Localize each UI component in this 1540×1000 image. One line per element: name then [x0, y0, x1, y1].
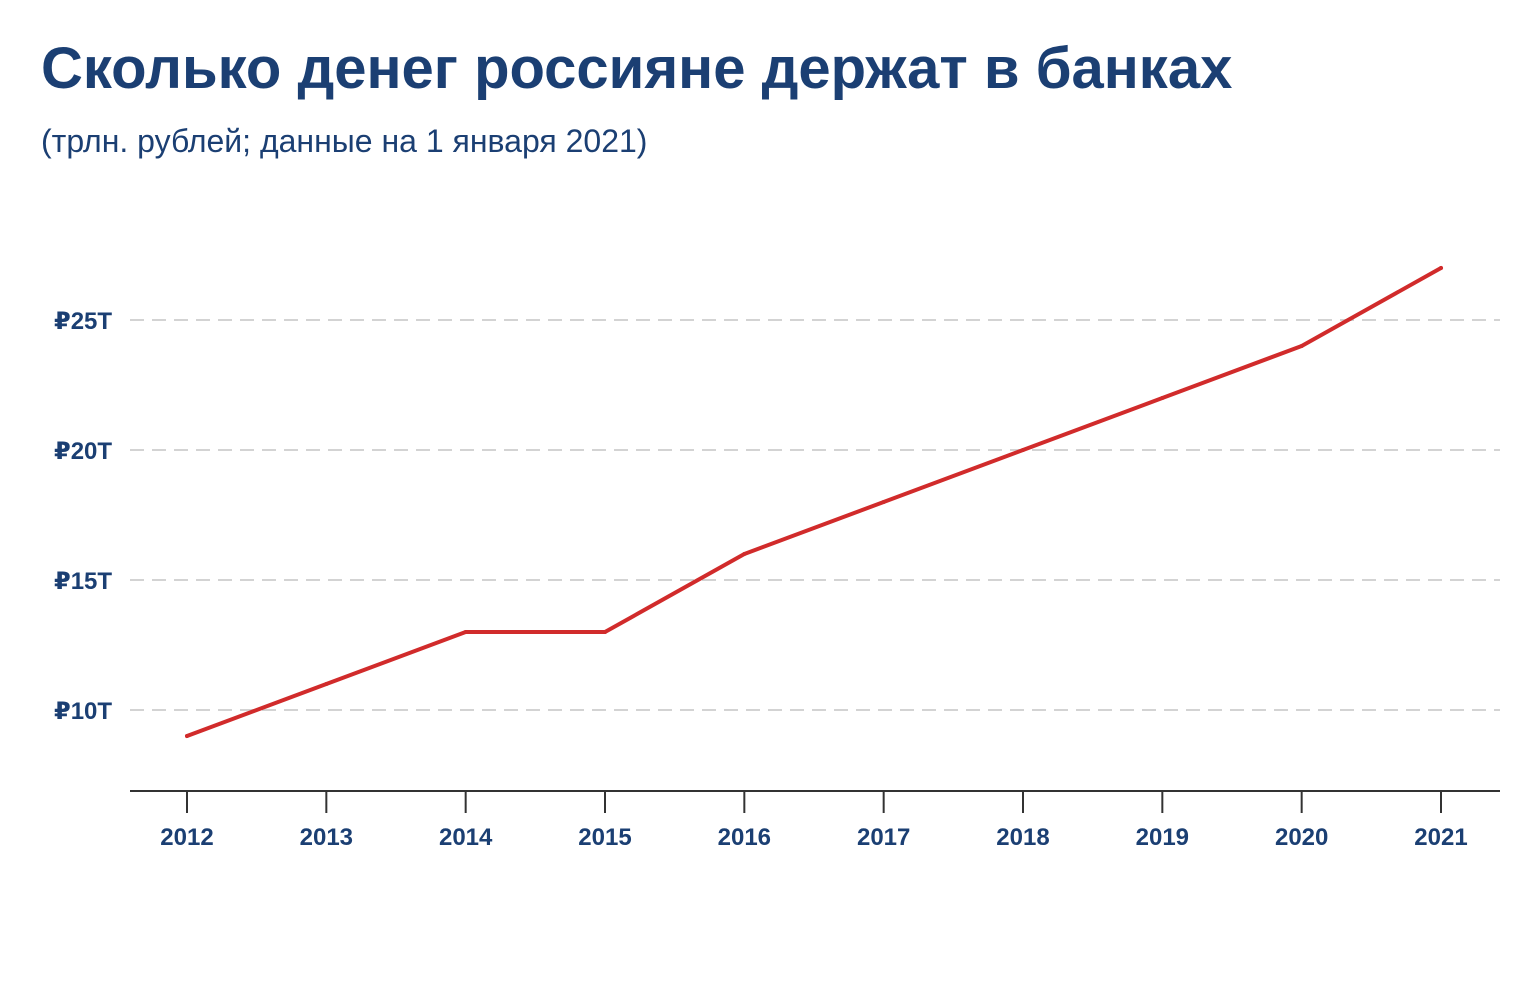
- x-tick-label: 2019: [1136, 824, 1189, 851]
- series-line: [185, 266, 1443, 738]
- y-tick-label: ₽20T: [54, 438, 112, 465]
- x-tick-label: 2021: [1414, 824, 1467, 851]
- y-axis: ₽10T ₽15T ₽20T ₽25T: [54, 308, 112, 725]
- data-point: [1439, 266, 1443, 270]
- data-point: [463, 630, 468, 634]
- data-point: [1021, 448, 1025, 452]
- data-point: [881, 500, 886, 504]
- chart-title: Сколько денег россияне держат в банках: [41, 36, 1233, 101]
- y-tick-label: ₽25T: [54, 308, 112, 335]
- data-point: [1160, 396, 1165, 400]
- x-axis: 2012 2013 2014 2015 2016 2017 2018 2019 2020 2021: [130, 790, 1500, 851]
- data-point: [324, 682, 329, 686]
- grid-lines: [130, 319, 1500, 711]
- x-tick-label: 2018: [996, 824, 1049, 851]
- y-tick-label: ₽10T: [54, 698, 112, 725]
- x-tick-label: 2015: [578, 824, 631, 851]
- x-tick-label: 2017: [857, 824, 910, 851]
- data-point: [742, 552, 747, 556]
- x-tick-label: 2016: [718, 824, 771, 851]
- y-tick-label: ₽15T: [54, 568, 112, 595]
- x-tick-label: 2012: [160, 824, 213, 851]
- x-tick-label: 2013: [300, 824, 353, 851]
- data-point: [1299, 344, 1304, 348]
- series-layer: [185, 266, 1443, 738]
- x-tick-label: 2014: [439, 824, 493, 851]
- chart-subtitle: (трлн. рублей; данные на 1 января 2021): [41, 123, 648, 159]
- data-point: [185, 734, 189, 738]
- data-point: [603, 630, 607, 634]
- x-tick-label: 2020: [1275, 824, 1328, 851]
